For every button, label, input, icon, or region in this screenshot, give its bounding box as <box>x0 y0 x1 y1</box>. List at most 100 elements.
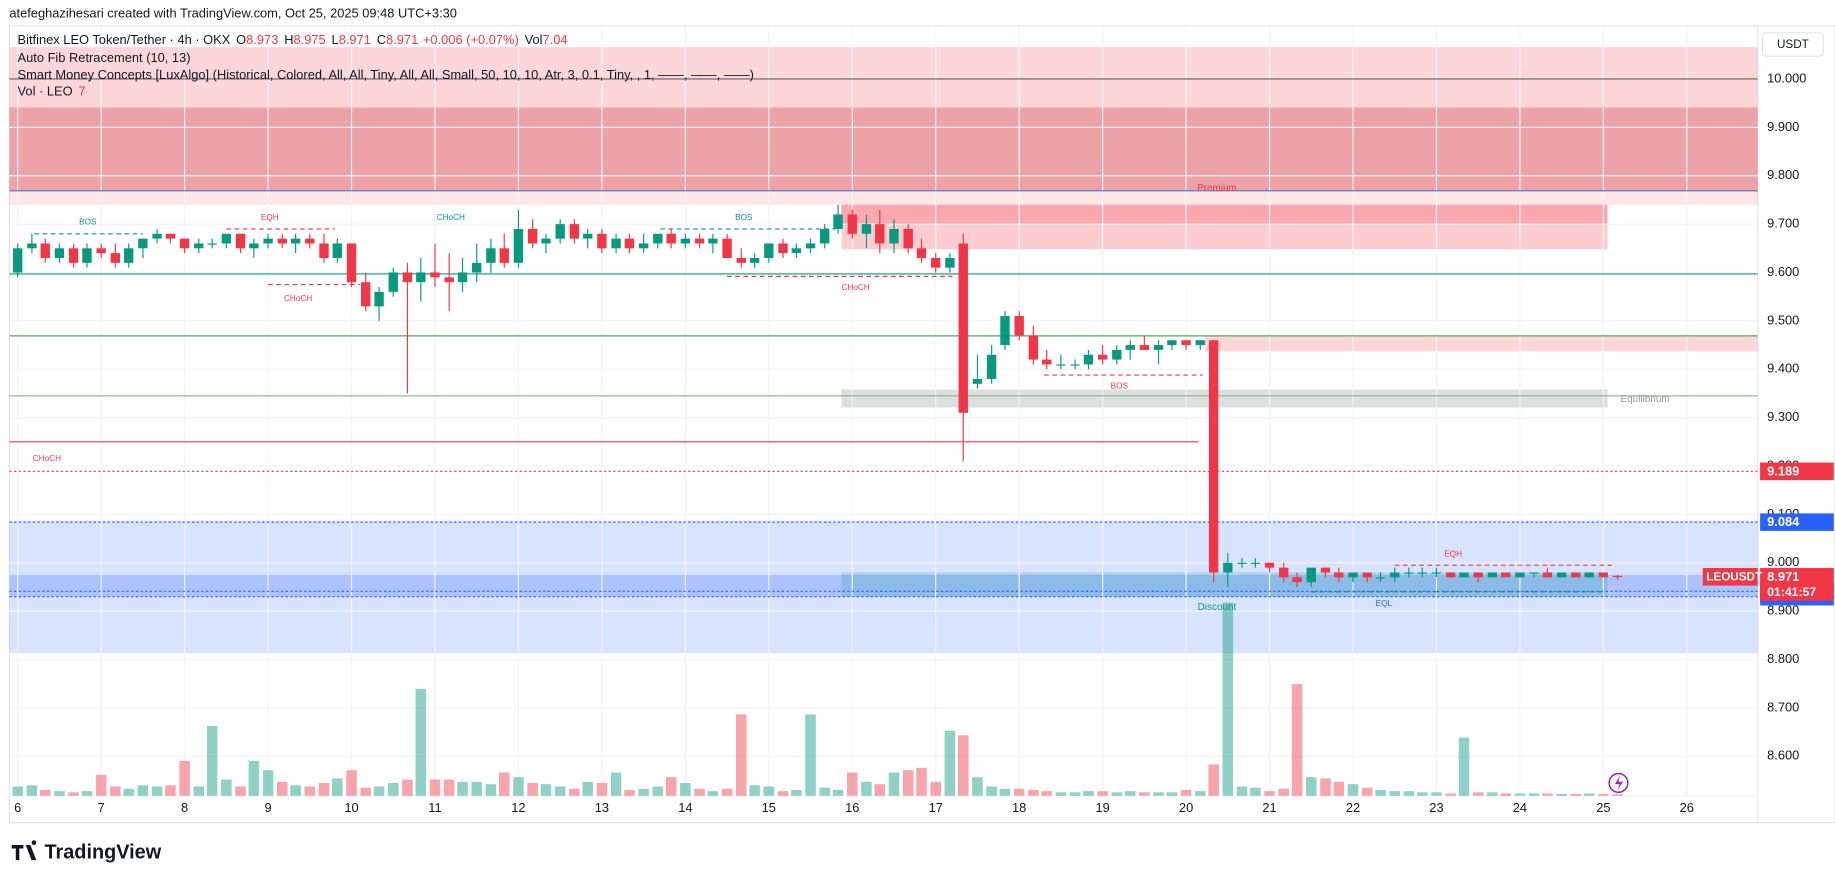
candle-body <box>931 257 941 268</box>
candle-body <box>1292 577 1302 583</box>
x-tick-label: 22 <box>1346 800 1360 815</box>
y-tick-label: 9.400 <box>1767 361 1799 376</box>
symbol-badge <box>1702 568 1758 586</box>
volume-bar <box>415 688 427 796</box>
candle-body <box>1584 572 1594 578</box>
candle-body <box>1250 562 1261 564</box>
candle-body <box>1417 572 1427 574</box>
volume-bar <box>554 786 566 796</box>
candle-body <box>54 248 65 258</box>
candle-body <box>430 272 440 278</box>
x-tick-label: 6 <box>14 800 21 815</box>
volume-bar <box>1514 793 1526 796</box>
candle-body <box>583 233 593 239</box>
y-tick-label: 9.600 <box>1767 264 1799 279</box>
legend-item: 8.971 <box>339 32 371 47</box>
legend-item: 7.04 <box>542 32 567 47</box>
volume-bar <box>944 730 956 796</box>
zones <box>9 47 1758 654</box>
volume-bar <box>235 786 246 796</box>
volume-bar <box>832 789 844 796</box>
y-tick-label: 10.000 <box>1767 70 1806 85</box>
x-tick-label: 9 <box>264 800 271 815</box>
candle-body <box>1279 567 1289 578</box>
volume-bar <box>81 791 93 796</box>
volume-bar <box>276 781 288 796</box>
candle-body <box>1112 349 1122 360</box>
y-tick-label: 9.800 <box>1767 167 1799 182</box>
volume-bar <box>569 788 580 796</box>
candle-body <box>820 228 830 244</box>
candle-body <box>249 243 259 249</box>
last-price-text: 8.971 <box>1767 569 1799 584</box>
candles <box>13 204 1623 587</box>
candle-body <box>1237 562 1247 564</box>
smc-label: BOS <box>1111 381 1129 390</box>
candle-body <box>388 272 398 292</box>
volume-bar <box>402 779 413 796</box>
candle-body <box>165 233 176 239</box>
volume-legend: Vol · LEO 7 <box>18 84 86 99</box>
volume-bar <box>137 785 149 796</box>
volume-bar <box>1417 792 1428 796</box>
y-tick-label: 8.900 <box>1767 603 1799 618</box>
candle-body <box>235 233 246 249</box>
volume-bar <box>360 787 371 796</box>
candle-body <box>680 238 691 244</box>
candle-body <box>1181 340 1191 346</box>
candle-body <box>778 243 788 254</box>
volume-bar <box>304 786 316 796</box>
y-tick-label: 9.000 <box>1767 554 1799 569</box>
candle-body <box>1348 572 1358 578</box>
candle-body <box>1042 359 1052 365</box>
volume-bar <box>596 783 608 796</box>
volume-bar <box>1570 793 1582 796</box>
smc-label: BOS <box>79 217 97 226</box>
volume-bar <box>1195 791 1206 796</box>
x-tick-label: 25 <box>1596 800 1610 815</box>
volume-bar <box>1333 781 1345 796</box>
volume-bar <box>429 779 441 796</box>
candle-body <box>1125 345 1135 350</box>
currency-button[interactable] <box>1761 32 1824 57</box>
price-marker <box>1760 513 1834 531</box>
candle-body <box>638 243 649 249</box>
volume-bar <box>123 788 134 796</box>
legend: Bitfinex LEO Token/Tether · 4h · OKX O8.9… <box>18 32 754 98</box>
alert-icon[interactable] <box>1608 772 1629 794</box>
candle-body <box>847 214 857 234</box>
volume-bar <box>346 770 357 796</box>
volume-bar <box>110 786 121 796</box>
candle-body <box>305 238 315 244</box>
candle-body <box>82 248 92 263</box>
candle-body <box>1306 567 1316 583</box>
candle-body <box>1014 316 1024 336</box>
smc-label: CHoCH <box>437 213 465 222</box>
candle-body <box>1070 364 1080 366</box>
smc-label: BOS <box>735 213 753 222</box>
volume-bar <box>193 786 205 796</box>
volume-bar <box>749 785 760 796</box>
volume-bar <box>1124 791 1136 796</box>
frame <box>8 25 1835 824</box>
volume-bar <box>179 760 190 796</box>
volume-bar <box>387 783 399 796</box>
candle-body <box>499 248 509 263</box>
candle-body <box>68 248 79 263</box>
candle-body <box>1473 572 1483 578</box>
candle-body <box>833 214 843 229</box>
y-tick-label: 8.600 <box>1767 748 1799 763</box>
volume-bar <box>95 774 107 796</box>
volume-bar <box>819 787 830 796</box>
volume-bar <box>1208 764 1219 796</box>
candle-body <box>290 238 301 244</box>
volume-bar <box>902 770 914 796</box>
legend-item: 8.973 <box>246 32 278 47</box>
candle-body <box>221 233 232 244</box>
legend-item: H <box>284 32 293 47</box>
x-tick-label: 14 <box>678 800 692 815</box>
candle-body <box>1571 572 1581 578</box>
candle-body <box>1223 562 1233 573</box>
candle-body <box>555 224 565 239</box>
